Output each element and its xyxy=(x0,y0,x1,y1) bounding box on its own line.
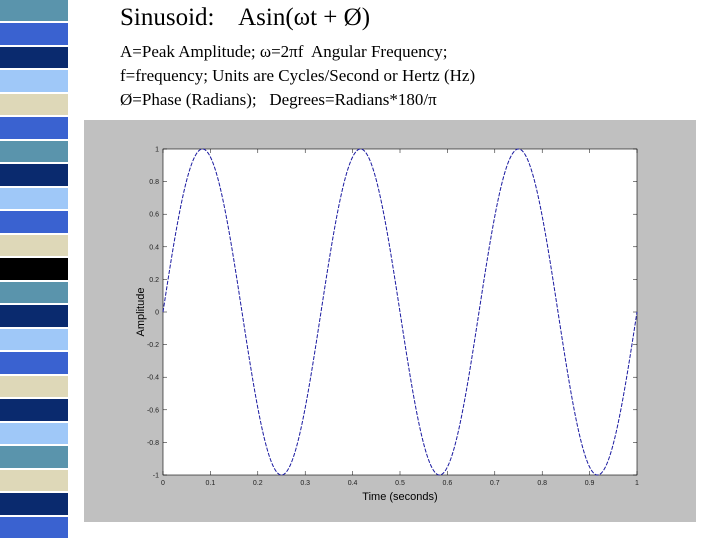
stripe-block xyxy=(0,93,68,116)
stripe-block xyxy=(0,422,68,445)
description-line-1: A=Peak Amplitude; ω=2πf Angular Frequenc… xyxy=(120,42,448,61)
y-tick-label: -0.6 xyxy=(147,407,159,414)
x-axis-label: Time (seconds) xyxy=(362,491,437,503)
series-line-sinusoid xyxy=(162,148,638,476)
slide-title: Sinusoid: Asin(ωt + Ø) xyxy=(120,4,371,31)
sinusoid-chart: 1 0.8 0.6 0.4 0.2 0 -0.2 -0.4 -0.6 -0.8 -1 0 0.1 0.2… xyxy=(135,147,639,504)
x-tick-label: 0.1 xyxy=(206,480,216,487)
y-tick-label: 0.4 xyxy=(149,244,159,251)
stripe-block xyxy=(0,328,68,351)
y-axis-label: Amplitude xyxy=(135,288,147,337)
y-tick-label: 0.8 xyxy=(149,179,159,186)
stripe-block xyxy=(0,446,68,468)
stripe-block xyxy=(0,234,68,257)
y-tick-label: -0.4 xyxy=(147,375,159,382)
y-tick-label: -1 xyxy=(153,473,159,480)
stripe-block xyxy=(0,352,68,374)
x-axis-ticks: 0 0.1 0.2 0.3 0.4 0.5 0.6 0.7 0.8 0.9 1 xyxy=(161,149,639,487)
y-tick-label: 1 xyxy=(155,147,159,154)
stripe-block xyxy=(0,211,68,233)
description-line-2: f=frequency; Units are Cycles/Second or … xyxy=(120,66,476,85)
decorative-stripe xyxy=(0,0,68,540)
stripe-block xyxy=(0,164,68,186)
stripe-block xyxy=(0,70,68,92)
x-tick-label: 0.8 xyxy=(537,480,547,487)
x-tick-label: 0 xyxy=(161,480,165,487)
stripe-block xyxy=(0,140,68,163)
description-line-3: Ø=Phase (Radians); Degrees=Radians*180/π xyxy=(120,90,437,109)
stripe-block xyxy=(0,305,68,327)
stripe-block xyxy=(0,399,68,421)
x-tick-label: 0.5 xyxy=(395,480,405,487)
x-tick-label: 0.2 xyxy=(253,480,263,487)
stripe-block xyxy=(0,258,68,280)
stripe-block xyxy=(0,469,68,492)
stripe-block xyxy=(0,23,68,45)
stripe-block xyxy=(0,493,68,515)
x-tick-label: 0.3 xyxy=(300,480,310,487)
stripe-block xyxy=(0,117,68,139)
x-tick-label: 0.9 xyxy=(585,480,595,487)
x-tick-label: 1 xyxy=(635,480,639,487)
plot-area xyxy=(162,148,638,476)
stripe-block xyxy=(0,281,68,304)
y-tick-label: 0.6 xyxy=(149,212,159,219)
stripe-block xyxy=(0,0,68,22)
x-tick-label: 0.4 xyxy=(348,480,358,487)
x-tick-label: 0.7 xyxy=(490,480,500,487)
stripe-block xyxy=(0,46,68,69)
x-tick-label: 0.6 xyxy=(443,480,453,487)
y-tick-label: 0 xyxy=(155,310,159,317)
y-tick-label: -0.2 xyxy=(147,342,159,349)
y-tick-label: -0.8 xyxy=(147,440,159,447)
y-tick-label: 0.2 xyxy=(149,277,159,284)
stripe-block xyxy=(0,375,68,398)
stripe-block xyxy=(0,187,68,210)
y-axis-ticks: 1 0.8 0.6 0.4 0.2 0 -0.2 -0.4 -0.6 -0.8 -1 xyxy=(147,147,637,480)
stripe-block xyxy=(0,516,68,538)
